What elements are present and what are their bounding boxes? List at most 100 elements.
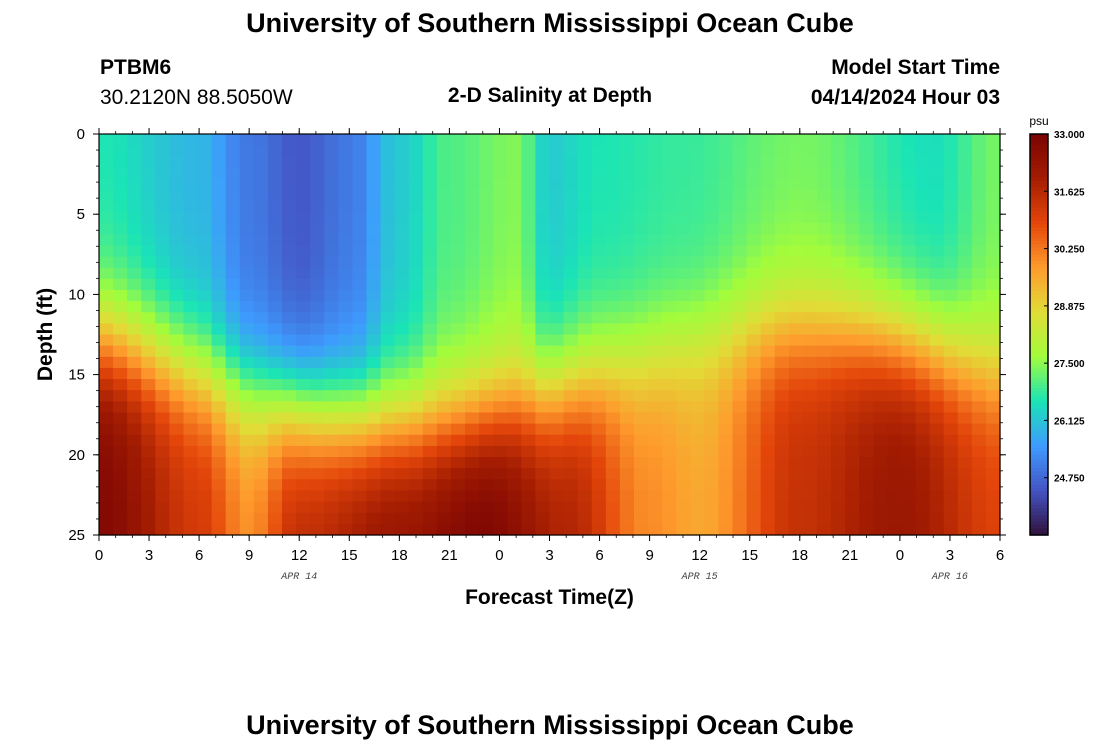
heatmap-cell bbox=[155, 523, 170, 536]
heatmap-cell bbox=[591, 178, 607, 191]
heatmap-cell bbox=[802, 256, 818, 269]
colorbar-segment bbox=[1030, 524, 1048, 529]
colorbar-segment bbox=[1030, 337, 1048, 342]
heatmap-cell bbox=[225, 367, 241, 380]
heatmap-cell bbox=[394, 490, 410, 503]
heatmap-cell bbox=[929, 423, 945, 436]
heatmap-cell bbox=[225, 256, 241, 269]
heatmap-cell bbox=[366, 367, 382, 380]
heatmap-cell bbox=[521, 200, 537, 213]
heatmap-cell bbox=[183, 479, 199, 492]
heatmap-cell bbox=[507, 156, 522, 169]
heatmap-cell bbox=[690, 289, 705, 302]
heatmap-cell bbox=[971, 267, 987, 280]
heatmap-cell bbox=[633, 412, 649, 425]
colorbar-segment bbox=[1030, 224, 1048, 229]
heatmap-cell bbox=[127, 390, 142, 402]
heatmap-cell bbox=[676, 412, 691, 425]
heatmap-cell bbox=[648, 445, 663, 458]
heatmap-cell bbox=[338, 267, 354, 280]
heatmap-cell bbox=[690, 501, 705, 514]
heatmap-cell bbox=[253, 479, 269, 492]
heatmap-cell bbox=[690, 134, 705, 146]
heatmap-cell bbox=[943, 356, 959, 369]
heatmap-cell bbox=[197, 445, 213, 458]
heatmap-cell bbox=[816, 323, 832, 336]
heatmap-cell bbox=[141, 457, 156, 469]
heatmap-cell bbox=[113, 211, 128, 224]
model-start-value: 04/14/2024 Hour 03 bbox=[810, 86, 1000, 109]
heatmap-cell bbox=[718, 134, 734, 146]
heatmap-cell bbox=[127, 200, 142, 213]
heatmap-cell bbox=[267, 479, 283, 492]
heatmap-cell bbox=[380, 401, 396, 414]
heatmap-cell bbox=[225, 323, 241, 336]
heatmap-cell bbox=[802, 512, 818, 525]
heatmap-cell bbox=[225, 223, 241, 235]
heatmap-cell bbox=[239, 289, 255, 302]
heatmap-cell bbox=[422, 457, 438, 469]
heatmap-cell bbox=[746, 445, 762, 458]
heatmap-cell bbox=[788, 457, 804, 469]
heatmap-cell bbox=[662, 223, 677, 235]
heatmap-cell bbox=[155, 134, 170, 146]
heatmap-cell bbox=[521, 423, 537, 436]
heatmap-cell bbox=[324, 245, 339, 258]
heatmap-cell bbox=[718, 379, 734, 391]
heatmap-cell bbox=[873, 457, 888, 469]
heatmap-cell bbox=[788, 289, 804, 302]
colorbar-segment bbox=[1030, 154, 1048, 158]
heatmap-cell bbox=[957, 434, 973, 447]
heatmap-cell bbox=[591, 256, 607, 269]
colorbar-segment bbox=[1030, 478, 1048, 483]
heatmap-cell bbox=[141, 312, 156, 324]
heatmap-cell bbox=[465, 223, 480, 235]
heatmap-cell bbox=[760, 189, 776, 202]
heatmap-cell bbox=[901, 390, 917, 402]
date-label: APR 15 bbox=[681, 572, 718, 583]
heatmap-cell bbox=[816, 345, 832, 358]
heatmap-cell bbox=[605, 412, 621, 425]
heatmap-cell bbox=[394, 167, 410, 180]
heatmap-cell bbox=[436, 345, 452, 358]
heatmap-cell bbox=[662, 234, 677, 246]
heatmap-cell bbox=[310, 490, 325, 503]
heatmap-cell bbox=[957, 312, 973, 324]
heatmap-cell bbox=[113, 234, 128, 246]
heatmap-cell bbox=[619, 445, 635, 458]
heatmap-cell bbox=[296, 245, 311, 258]
heatmap-cell bbox=[450, 134, 466, 146]
heatmap-cell bbox=[690, 223, 705, 235]
heatmap-cell bbox=[211, 312, 227, 324]
heatmap-cell bbox=[985, 278, 1001, 291]
heatmap-cell bbox=[718, 267, 734, 280]
heatmap-cell bbox=[929, 267, 945, 280]
heatmap-cell bbox=[591, 356, 607, 369]
heatmap-cell bbox=[450, 457, 466, 469]
heatmap-cell bbox=[450, 178, 466, 191]
heatmap-cell bbox=[183, 501, 199, 514]
heatmap-cell bbox=[915, 457, 931, 469]
heatmap-cell bbox=[788, 134, 804, 146]
heatmap-cell bbox=[535, 156, 551, 169]
heatmap-cell bbox=[549, 301, 565, 313]
heatmap-cell bbox=[887, 234, 903, 246]
heatmap-cell bbox=[648, 178, 663, 191]
heatmap-cell bbox=[929, 501, 945, 514]
heatmap-cell bbox=[352, 523, 368, 536]
heatmap-cell bbox=[436, 223, 452, 235]
heatmap-cell bbox=[394, 178, 410, 191]
heatmap-cell bbox=[521, 345, 537, 358]
heatmap-cell bbox=[577, 234, 593, 246]
heatmap-cell bbox=[155, 379, 170, 391]
heatmap-cell bbox=[282, 156, 297, 169]
heatmap-cell bbox=[296, 345, 311, 358]
heatmap-cell bbox=[479, 334, 494, 347]
heatmap-cell bbox=[760, 512, 776, 525]
heatmap-cell bbox=[774, 301, 790, 313]
heatmap-cell bbox=[169, 156, 185, 169]
heatmap-cell bbox=[901, 312, 917, 324]
colorbar-segment bbox=[1030, 474, 1048, 479]
heatmap-cell bbox=[549, 211, 565, 224]
heatmap-cell bbox=[267, 134, 283, 146]
